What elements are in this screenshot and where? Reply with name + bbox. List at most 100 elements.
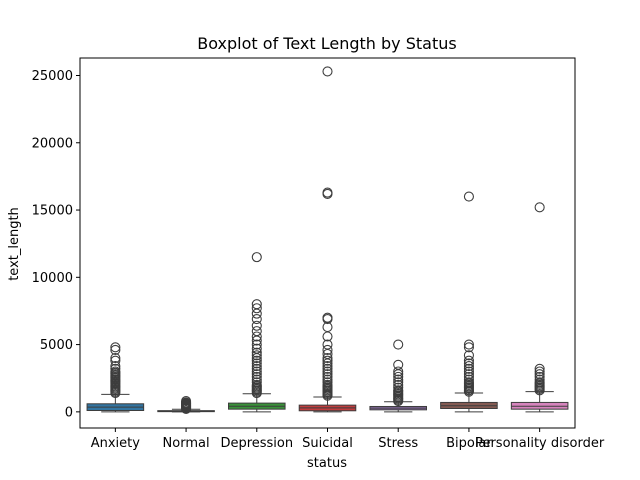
outlier-point [463, 342, 474, 353]
outlier-point [110, 342, 121, 353]
box-group-anxiety [86, 342, 145, 413]
outlier-point [181, 396, 192, 407]
box-group-normal [157, 396, 215, 414]
y-tick-label: 20000 [32, 136, 73, 151]
outlier-point [251, 252, 262, 263]
y-tick-label: 15000 [32, 204, 73, 219]
outlier-point [251, 379, 262, 390]
outlier-point [110, 355, 121, 366]
outlier-point [322, 377, 333, 388]
outlier-point [534, 371, 545, 382]
outlier-point [251, 331, 262, 342]
outlier-point [322, 187, 333, 198]
outlier-point [251, 369, 262, 380]
outlier-point [393, 385, 404, 396]
outlier-point [463, 358, 474, 369]
outlier-point [463, 355, 474, 366]
y-tick-label: 5000 [40, 338, 73, 353]
box-group-depression [228, 252, 286, 413]
outlier-point [393, 359, 404, 370]
chart-title: Boxplot of Text Length by Status [197, 34, 456, 53]
outlier-point [110, 363, 121, 374]
outlier-point [463, 371, 474, 382]
outlier-point [251, 299, 262, 310]
y-axis-label: text_length [7, 207, 22, 281]
outlier-point [322, 374, 333, 385]
outlier-point [251, 377, 262, 388]
outlier-point [251, 361, 262, 372]
outlier-point [463, 350, 474, 361]
outlier-point [322, 379, 333, 390]
x-tick-label: Stress [378, 436, 418, 451]
outlier-point [534, 363, 545, 374]
outlier-point [110, 344, 121, 356]
outlier-point [463, 361, 474, 372]
x-tick-label: Depression [220, 436, 293, 451]
outlier-point [110, 361, 121, 372]
outlier-point [322, 312, 333, 323]
outlier-point [463, 363, 474, 374]
outlier-point [251, 355, 262, 366]
outlier-point [534, 377, 545, 388]
outlier-point [393, 377, 404, 388]
outlier-point [251, 347, 262, 358]
outlier-point [251, 308, 262, 319]
outlier-point [251, 313, 262, 325]
outlier-point [463, 369, 474, 380]
outlier-point [534, 374, 545, 385]
outlier-point [393, 379, 404, 390]
outlier-point [251, 343, 262, 354]
outlier-point [322, 352, 333, 364]
outlier-point [251, 326, 262, 337]
x-tick-label: Anxiety [91, 436, 141, 451]
outlier-point [322, 363, 333, 374]
outlier-point [534, 369, 545, 380]
x-tick-label: Suicidal [302, 436, 353, 451]
outlier-point [251, 358, 262, 369]
outlier-point [322, 366, 333, 377]
x-axis-label: status [307, 456, 347, 471]
outlier-point [322, 344, 333, 356]
y-tick-label: 25000 [32, 69, 73, 84]
outlier-point [251, 366, 262, 377]
x-tick-label: Normal [163, 436, 210, 451]
box-group-suicidal [298, 66, 357, 413]
outlier-point [463, 339, 474, 350]
box-group-bipolar [440, 191, 498, 413]
outlier-point [463, 377, 474, 388]
outlier-point [393, 339, 404, 350]
x-axis: Anxiety Normal Depression Suicidal Stress Bip… [91, 428, 605, 451]
outlier-point [393, 374, 404, 385]
outlier-point [251, 339, 262, 350]
outlier-point [251, 374, 262, 385]
outlier-point [322, 361, 333, 372]
plot-area [86, 66, 569, 414]
outlier-point [463, 374, 474, 385]
outlier-point [322, 371, 333, 382]
outlier-point [393, 382, 404, 393]
box-group-personality-disorder [510, 202, 569, 413]
outlier-point [534, 202, 545, 213]
outlier-point [463, 366, 474, 377]
outlier-point [322, 339, 333, 350]
outlier-point [393, 371, 404, 382]
y-tick-label: 10000 [32, 271, 73, 286]
outlier-point [251, 350, 262, 361]
x-tick-label: Personality disorder [475, 436, 605, 451]
outlier-point [322, 369, 333, 380]
outlier-point [110, 352, 121, 364]
outlier-point [322, 355, 333, 366]
outlier-point [251, 303, 262, 314]
outlier-point [251, 320, 262, 331]
x-tick-label: Bipolar [446, 436, 492, 451]
y-tick-label: 0 [65, 405, 73, 420]
outlier-point [322, 66, 333, 77]
y-axis: 0 5000 10000 15000 20000 25000 [32, 69, 80, 420]
box-group-stress [369, 339, 427, 413]
outlier-point [393, 366, 404, 377]
outlier-point [463, 191, 474, 202]
outlier-point [251, 371, 262, 382]
outlier-point [251, 363, 262, 374]
outlier-point [534, 366, 545, 377]
